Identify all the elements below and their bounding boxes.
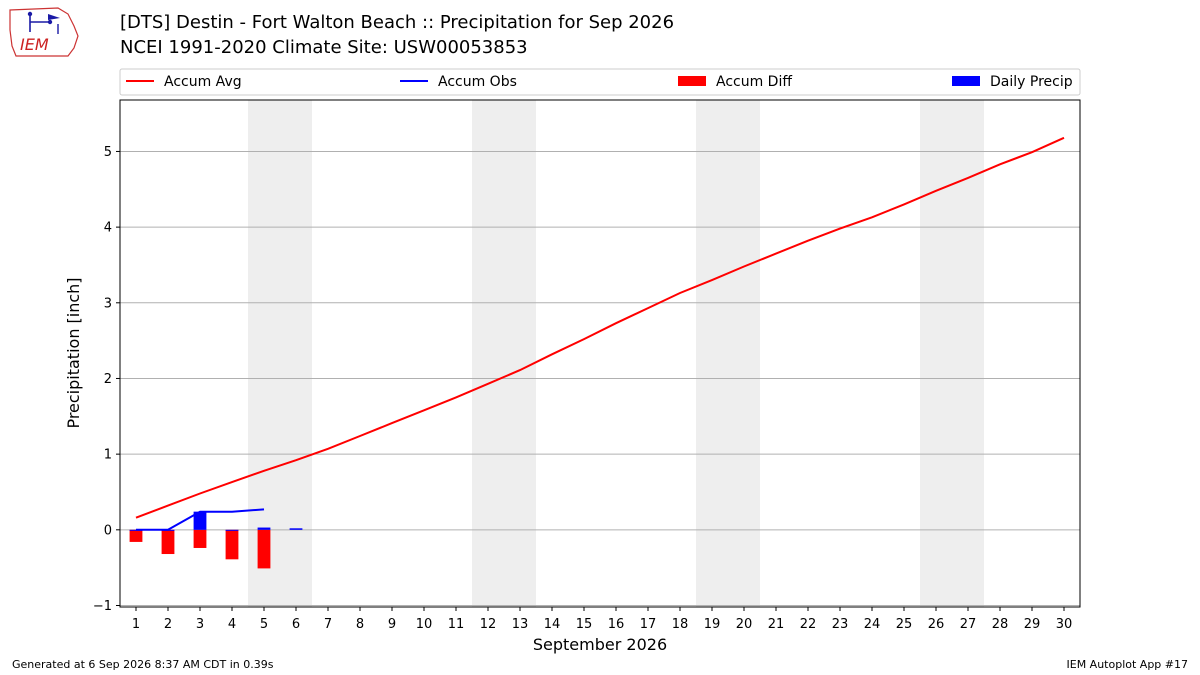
legend-frame [119, 68, 1081, 96]
bar-daily-precip [257, 527, 271, 530]
legend: Accum Avg Accum Obs Accum Diff Daily Precip [119, 68, 1081, 96]
x-tick-label: 10 [416, 617, 433, 632]
legend-label: Daily Precip [990, 74, 1073, 90]
legend-label: Accum Diff [716, 74, 792, 90]
y-axis-label: Precipitation [inch] [64, 277, 83, 428]
bar-accum-diff [193, 529, 207, 548]
line-accum-obs [136, 508, 265, 531]
logo-text: IEM [20, 35, 49, 54]
legend-item: Accum Diff [678, 74, 792, 90]
x-tick-label: 13 [512, 617, 529, 632]
y-tick-label: 0 [104, 523, 112, 538]
line-series [135, 136, 1065, 531]
x-axis-label: September 2026 [533, 635, 667, 654]
bar-series [129, 511, 303, 569]
legend-label: Accum Avg [164, 74, 242, 90]
legend-item: Accum Avg [126, 74, 242, 90]
chart-subtitle: NCEI 1991-2020 Climate Site: USW00053853 [120, 37, 528, 58]
y-tick-label: 3 [104, 296, 112, 311]
x-tick-label: 16 [608, 617, 625, 632]
line-accum-avg [135, 136, 1065, 519]
x-tick-label: 1 [132, 617, 140, 632]
weekend-band [248, 100, 312, 607]
x-tick-label: 3 [196, 617, 204, 632]
x-tick-label: 25 [896, 617, 913, 632]
x-tick-label: 7 [324, 617, 332, 632]
x-tick-label: 29 [1024, 617, 1041, 632]
bar-daily-precip [193, 511, 207, 530]
y-axis-ticks: −1 0 1 2 3 4 5 [93, 145, 120, 614]
bar-accum-diff [257, 529, 271, 569]
chart-title: [DTS] Destin - Fort Walton Beach :: Prec… [120, 12, 675, 33]
bar-daily-precip [289, 528, 303, 530]
x-tick-label: 6 [292, 617, 300, 632]
x-tick-label: 26 [928, 617, 945, 632]
x-tick-label: 8 [356, 617, 364, 632]
x-tick-label: 28 [992, 617, 1009, 632]
weekend-bands [248, 100, 984, 607]
x-tick-label: 27 [960, 617, 977, 632]
legend-item: Accum Obs [400, 74, 517, 90]
weekend-band [472, 100, 536, 607]
bar-accum-diff [225, 529, 239, 560]
x-tick-label: 12 [480, 617, 497, 632]
x-tick-label: 20 [736, 617, 753, 632]
iem-logo: IEM [9, 7, 79, 57]
x-tick-label: 21 [768, 617, 785, 632]
plot-frame [119, 99, 1081, 608]
y-tick-label: 1 [104, 448, 112, 463]
app-label: IEM Autoplot App #17 [1066, 658, 1189, 671]
weekend-band [696, 100, 760, 607]
y-tick-label: 5 [104, 145, 112, 160]
x-tick-label: 19 [704, 617, 721, 632]
x-tick-label: 14 [544, 617, 561, 632]
x-tick-label: 23 [832, 617, 849, 632]
x-tick-label: 18 [672, 617, 689, 632]
generated-timestamp: Generated at 6 Sep 2026 8:37 AM CDT in 0… [12, 658, 274, 671]
y-tick-label: 4 [104, 221, 112, 236]
legend-swatch [678, 76, 706, 86]
x-tick-label: 17 [640, 617, 657, 632]
x-tick-label: 2 [164, 617, 172, 632]
bar-accum-diff [129, 529, 143, 542]
x-tick-label: 9 [388, 617, 396, 632]
bar-accum-diff [161, 529, 175, 555]
legend-label: Accum Obs [438, 74, 517, 90]
y-tick-label: −1 [93, 599, 112, 614]
x-tick-label: 4 [228, 617, 236, 632]
weather-station-icon [27, 11, 60, 34]
x-tick-label: 22 [800, 617, 817, 632]
x-tick-label: 15 [576, 617, 593, 632]
bar-daily-precip [225, 529, 239, 531]
x-tick-label: 11 [448, 617, 465, 632]
legend-swatch [952, 76, 980, 86]
legend-item: Daily Precip [952, 74, 1073, 90]
x-tick-label: 5 [260, 617, 268, 632]
x-axis-ticks: 1 2 3 4 5 6 7 8 9 10 11 12 13 14 15 16 17 18 19 20 21 22 23 24 2… [132, 607, 1072, 632]
grid-lines [120, 150, 1080, 606]
x-tick-label: 24 [864, 617, 881, 632]
y-tick-label: 2 [104, 372, 112, 387]
x-tick-label: 30 [1056, 617, 1073, 632]
